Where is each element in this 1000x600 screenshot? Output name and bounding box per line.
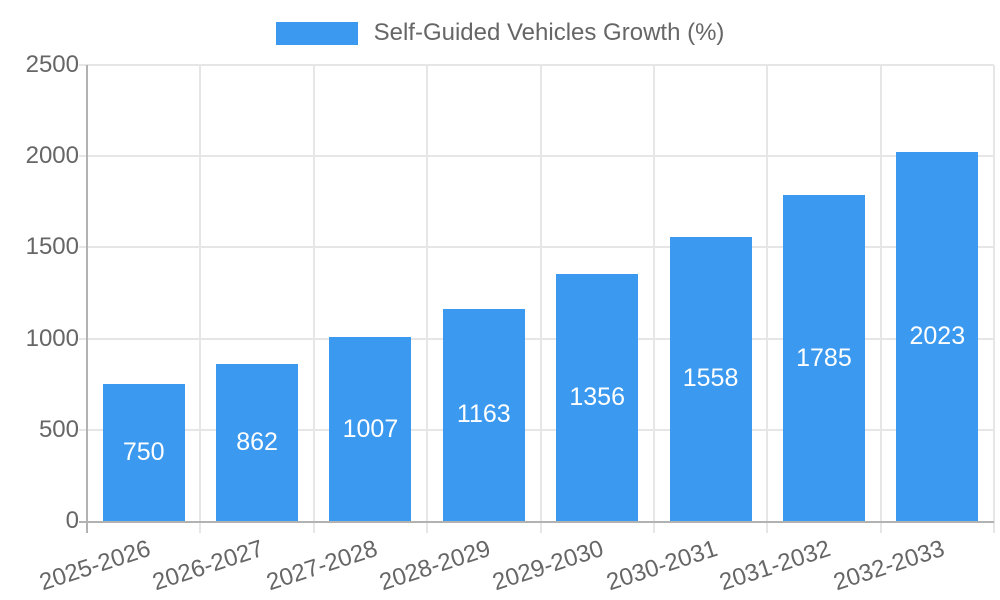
bar-2032-2033[interactable]: 2023 xyxy=(896,152,979,521)
legend-color-swatch xyxy=(275,21,358,45)
bar-value-label: 1356 xyxy=(569,382,625,411)
bar-value-label: 750 xyxy=(122,438,165,467)
h-gridline xyxy=(79,428,994,431)
v-gridline xyxy=(312,65,315,533)
bar-value-label: 1163 xyxy=(456,400,511,429)
x-axis-tick-label: 2029-2030 xyxy=(489,535,608,597)
bar-2025-2026[interactable]: 750 xyxy=(102,384,185,521)
bar-2027-2028[interactable]: 1007 xyxy=(329,337,412,521)
v-gridline xyxy=(766,65,769,533)
x-axis-tick-label: 2027-2028 xyxy=(262,535,381,597)
x-axis-tick-label: 2032-2033 xyxy=(829,535,948,597)
v-gridline xyxy=(652,65,655,533)
y-axis-tick-label: 2000 xyxy=(25,142,79,170)
v-gridline xyxy=(993,65,995,533)
bar-2030-2031[interactable]: 1558 xyxy=(669,236,752,521)
h-gridline xyxy=(79,337,994,340)
x-axis-tick-label: 2025-2026 xyxy=(36,535,154,597)
x-axis-tick-label: 2026-2027 xyxy=(149,535,268,597)
y-axis-tick-label: 1500 xyxy=(25,233,79,261)
legend-label: Self-Guided Vehicles Growth (%) xyxy=(373,19,725,46)
x-axis-tick-label: 2028-2029 xyxy=(376,535,494,597)
bar-2026-2027[interactable]: 862 xyxy=(216,363,299,521)
bar-2031-2032[interactable]: 1785 xyxy=(782,195,865,521)
y-axis-tick-label: 1000 xyxy=(25,324,79,352)
bar-value-label: 2023 xyxy=(909,321,966,350)
h-gridline xyxy=(79,64,994,66)
bar-2028-2029[interactable]: 1163 xyxy=(442,308,525,521)
v-gridline xyxy=(199,65,202,533)
y-axis-tick-label: 2500 xyxy=(25,51,79,78)
x-axis-tick-label: 2031-2032 xyxy=(716,535,834,597)
v-gridline xyxy=(539,65,542,533)
v-gridline xyxy=(879,65,882,533)
y-axis-line xyxy=(86,65,88,533)
bar-value-label: 1785 xyxy=(796,343,852,372)
y-axis-tick-label: 0 xyxy=(65,507,79,534)
legend-item[interactable]: Self-Guided Vehicles Growth (%) xyxy=(0,19,1000,47)
h-gridline xyxy=(79,155,994,158)
x-axis-tick-label: 2030-2031 xyxy=(603,535,721,597)
bar-value-label: 1558 xyxy=(682,364,739,393)
y-axis-tick-label: 500 xyxy=(38,415,79,443)
h-gridline xyxy=(79,246,994,249)
x-axis-line xyxy=(79,521,994,523)
bar-value-label: 862 xyxy=(236,427,278,456)
v-gridline xyxy=(426,65,429,533)
bar-value-label: 1007 xyxy=(342,414,399,443)
bar-2029-2030[interactable]: 1356 xyxy=(556,273,639,521)
